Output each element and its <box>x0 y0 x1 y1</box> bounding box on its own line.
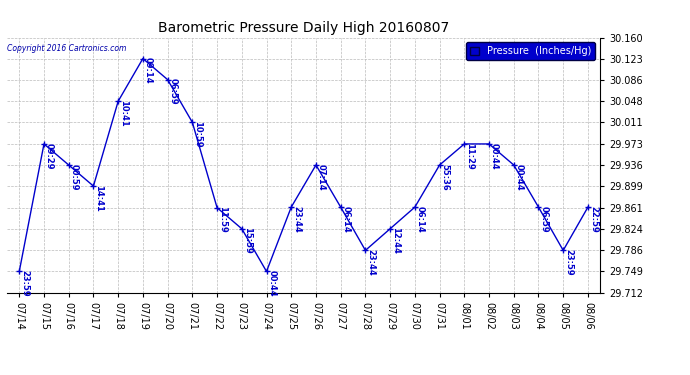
Text: 06:14: 06:14 <box>342 206 351 232</box>
Text: 06:59: 06:59 <box>540 206 549 232</box>
Text: 23:44: 23:44 <box>293 206 302 232</box>
Text: 10:41: 10:41 <box>119 100 128 127</box>
Text: Copyright 2016 Cartronics.com: Copyright 2016 Cartronics.com <box>7 44 126 53</box>
Text: 00:44: 00:44 <box>515 164 524 190</box>
Text: 06:14: 06:14 <box>416 206 425 232</box>
Text: 12:44: 12:44 <box>391 227 400 254</box>
Legend: Pressure  (Inches/Hg): Pressure (Inches/Hg) <box>466 42 595 60</box>
Text: 11:59: 11:59 <box>218 206 227 233</box>
Text: 00:44: 00:44 <box>490 142 499 169</box>
Text: 11:29: 11:29 <box>465 142 474 169</box>
Text: 10:59: 10:59 <box>193 121 202 147</box>
Text: 15:59: 15:59 <box>243 227 252 254</box>
Text: 00:59: 00:59 <box>70 164 79 190</box>
Text: 22:59: 22:59 <box>589 206 598 232</box>
Text: 00:44: 00:44 <box>268 270 277 297</box>
Text: 23:44: 23:44 <box>366 249 375 276</box>
Text: 09:14: 09:14 <box>144 57 153 84</box>
Text: 55:36: 55:36 <box>441 164 450 190</box>
Text: 09:29: 09:29 <box>45 142 54 169</box>
Text: 23:59: 23:59 <box>20 270 29 297</box>
Text: 06:59: 06:59 <box>168 78 177 105</box>
Text: 07:14: 07:14 <box>317 164 326 190</box>
Title: Barometric Pressure Daily High 20160807: Barometric Pressure Daily High 20160807 <box>158 21 449 35</box>
Text: 14:41: 14:41 <box>95 184 103 211</box>
Text: 23:59: 23:59 <box>564 249 573 276</box>
